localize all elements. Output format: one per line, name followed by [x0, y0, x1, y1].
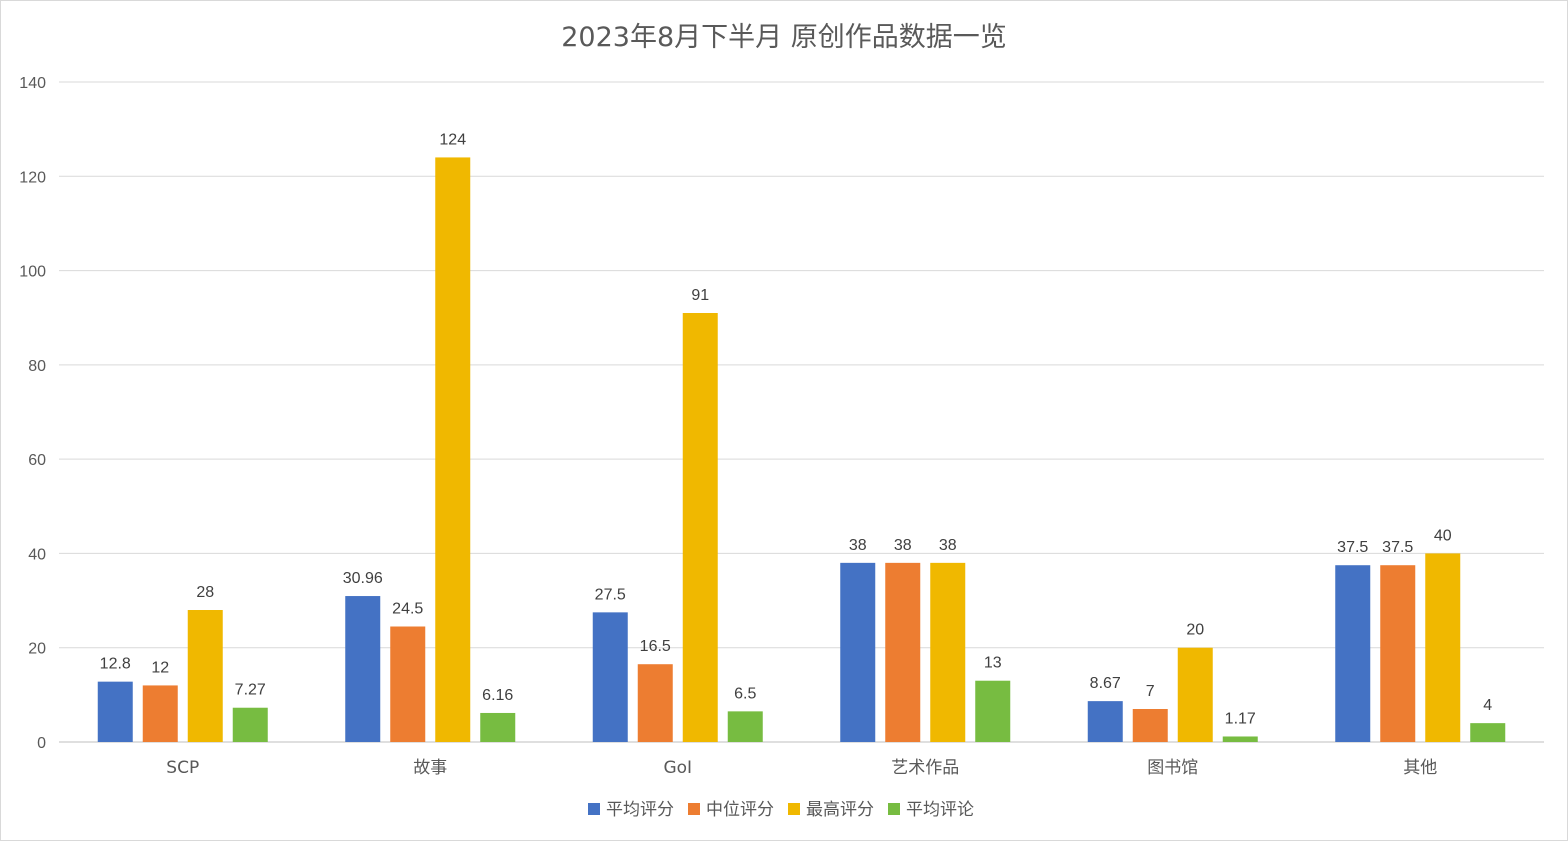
- bar: [930, 562, 966, 742]
- data-label: 24.5: [392, 601, 423, 618]
- data-label: 20: [1186, 622, 1204, 639]
- y-tick-label: 0: [37, 735, 46, 752]
- bar: [1380, 565, 1416, 742]
- bar: [1087, 701, 1123, 742]
- bar: [435, 157, 471, 742]
- bar: [682, 313, 718, 742]
- data-label: 124: [439, 131, 466, 148]
- data-label: 16.5: [640, 638, 671, 655]
- bar: [1425, 553, 1461, 742]
- legend-swatch: [688, 803, 700, 815]
- y-tick-label: 20: [28, 641, 46, 658]
- x-tick-label: 图书馆: [1147, 758, 1198, 778]
- bar: [232, 707, 268, 742]
- legend-swatch: [888, 803, 900, 815]
- data-label: 13: [984, 655, 1002, 672]
- data-label: 38: [849, 537, 867, 554]
- data-label: 27.5: [595, 586, 626, 603]
- x-tick-label: SCP: [166, 758, 199, 778]
- bar: [592, 612, 628, 742]
- legend-entry: 中位评分: [706, 800, 774, 820]
- bar: [727, 711, 763, 742]
- data-label: 28: [196, 584, 214, 601]
- bar: [637, 664, 673, 742]
- bar: [1222, 736, 1258, 742]
- data-label: 6.16: [482, 687, 513, 704]
- bar: [390, 626, 426, 742]
- data-label: 1.17: [1225, 710, 1256, 727]
- x-tick-label: 艺术作品: [891, 758, 959, 778]
- data-label: 30.96: [343, 570, 383, 587]
- bar: [840, 562, 876, 742]
- x-tick-label: 其他: [1403, 758, 1437, 778]
- y-tick-label: 40: [28, 546, 46, 563]
- data-label: 8.67: [1090, 675, 1121, 692]
- bar: [142, 685, 178, 742]
- x-tick-label: GoI: [663, 758, 692, 778]
- gridlines: [59, 81, 1544, 743]
- y-tick-label: 60: [28, 452, 46, 469]
- legend-entry: 平均评分: [606, 800, 674, 820]
- bar: [1177, 647, 1213, 742]
- legend-entry: 最高评分: [806, 800, 874, 820]
- y-axis: 0 20 40 60 80 100 120 140: [19, 75, 46, 752]
- data-label: 37.5: [1382, 539, 1413, 556]
- chart-title: 2023年8月下半月 原创作品数据一览: [561, 22, 1006, 53]
- data-label: 12: [151, 659, 169, 676]
- data-label: 7: [1146, 683, 1155, 700]
- bar: [187, 610, 223, 742]
- bar: [1470, 723, 1506, 742]
- legend: 平均评分 中位评分 最高评分 平均评论: [588, 800, 974, 820]
- bar: [480, 712, 516, 742]
- bar: [1132, 709, 1168, 742]
- y-tick-label: 120: [19, 169, 46, 186]
- data-label: 12.8: [100, 656, 131, 673]
- legend-swatch: [788, 803, 800, 815]
- data-label: 40: [1434, 527, 1452, 544]
- legend-swatch: [588, 803, 600, 815]
- x-axis: SCP 故事 GoI 艺术作品 图书馆 其他: [166, 758, 1437, 778]
- bar: [975, 680, 1011, 742]
- data-label: 4: [1483, 697, 1492, 714]
- y-tick-label: 140: [19, 75, 46, 92]
- data-label: 6.5: [734, 685, 756, 702]
- data-labels: 12.8 12 28 7.27 30.96 24.5 124 6.16 27.5 16.5 91 6.…: [100, 131, 1493, 727]
- y-tick-label: 80: [28, 358, 46, 375]
- y-tick-label: 100: [19, 264, 46, 281]
- data-label: 38: [939, 537, 957, 554]
- data-label: 37.5: [1337, 539, 1368, 556]
- data-label: 91: [691, 287, 709, 304]
- data-label: 7.27: [235, 682, 266, 699]
- bar: [885, 562, 921, 742]
- x-tick-label: 故事: [413, 758, 447, 778]
- bar: [345, 596, 381, 742]
- data-label: 38: [894, 537, 912, 554]
- bar: [1335, 565, 1371, 742]
- bar: [97, 681, 133, 742]
- bars: [97, 157, 1506, 742]
- legend-entry: 平均评论: [906, 800, 974, 820]
